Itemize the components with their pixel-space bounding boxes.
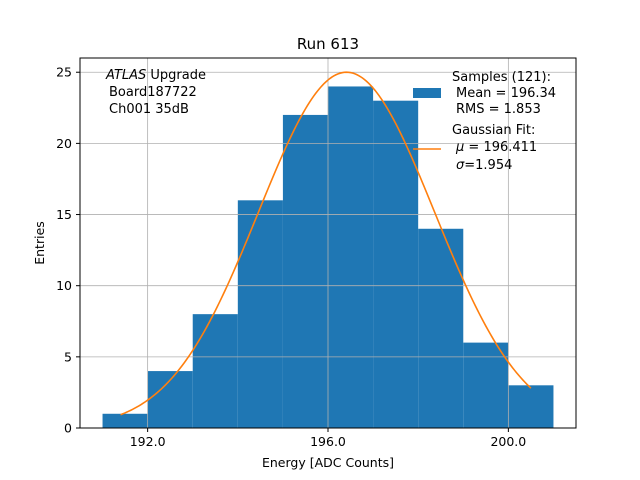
y-tick-label: 25 — [56, 65, 72, 80]
y-tick-label: 10 — [56, 278, 72, 293]
histogram-bar — [102, 413, 148, 428]
legend-fit-line-1: Gaussian Fit: — [452, 123, 535, 138]
x-tick-label: 192.0 — [130, 434, 166, 449]
chart-title: Run 613 — [297, 35, 359, 53]
annotation-upgrade: Upgrade — [146, 68, 206, 83]
legend-hist-line-1: Samples (121): — [452, 70, 551, 85]
annotation-line-2: Board187722 — [109, 85, 197, 100]
legend-fit-line-3: σ=1.954 — [456, 158, 512, 173]
histogram-bar — [373, 100, 419, 428]
histogram-bar — [463, 342, 509, 428]
y-tick-label: 15 — [56, 207, 72, 222]
histogram-bar — [192, 314, 238, 428]
y-axis-ticks: 0 5 10 15 20 25 — [56, 65, 80, 436]
x-tick-label: 196.0 — [310, 434, 346, 449]
gaussian-fit-curve — [120, 71, 532, 416]
histogram-bar — [508, 385, 554, 428]
annotation-atlas: ATLAS — [105, 68, 146, 83]
atlas-annotation: ATLAS Upgrade Board187722 Ch001 35dB — [105, 68, 206, 117]
annotation-line-1: ATLAS Upgrade — [105, 68, 206, 83]
histogram-bar — [237, 200, 283, 428]
x-axis-ticks: 192.0 196.0 200.0 — [130, 428, 526, 449]
annotation-line-3: Ch001 35dB — [109, 102, 189, 117]
legend-histogram-swatch — [413, 88, 441, 98]
x-axis-label: Energy [ADC Counts] — [262, 455, 394, 470]
y-axis-label: Entries — [32, 221, 47, 265]
histogram-bar — [282, 114, 328, 428]
y-tick-label: 5 — [64, 349, 72, 364]
legend-sigma-symbol: σ — [456, 158, 465, 173]
legend-hist-line-3: RMS = 1.853 — [456, 102, 541, 117]
histogram-bar — [328, 86, 374, 428]
legend: Samples (121): Mean = 196.34 RMS = 1.853… — [413, 70, 556, 173]
legend-mu-value: = 196.411 — [464, 140, 537, 155]
legend-sigma-value: =1.954 — [464, 158, 512, 173]
plot-area — [79, 57, 577, 429]
y-tick-label: 20 — [56, 136, 72, 151]
x-tick-label: 200.0 — [490, 434, 526, 449]
legend-mu-symbol: μ — [455, 140, 464, 155]
y-tick-label: 0 — [64, 421, 72, 436]
legend-fit-line-2: μ = 196.411 — [455, 140, 537, 155]
legend-hist-line-2: Mean = 196.34 — [456, 86, 556, 101]
histogram-bar — [418, 228, 464, 428]
